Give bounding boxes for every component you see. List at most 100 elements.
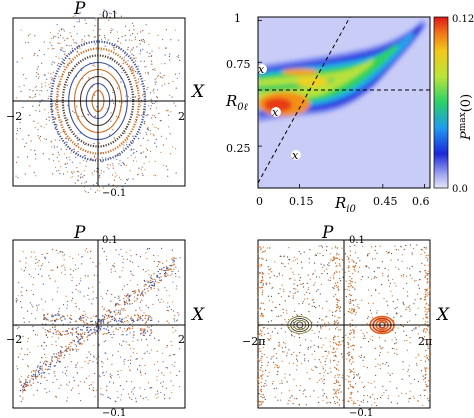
panel-c-scatter-point bbox=[26, 289, 28, 292]
panel-c-scatter-point bbox=[65, 345, 67, 348]
panel-c-scatter-point bbox=[41, 253, 43, 256]
panel-d-scatter-point bbox=[336, 265, 338, 267]
panel-d-scatter-point bbox=[362, 386, 365, 388]
panel-c-scatter-point bbox=[158, 277, 160, 279]
panel-a-scatter-point bbox=[28, 96, 30, 98]
panel-a-scatter-point bbox=[50, 77, 52, 79]
panel-a-scatter-point bbox=[112, 45, 114, 47]
panel-d-scatter-point bbox=[319, 276, 321, 278]
panel-c-scatter-point bbox=[81, 263, 83, 265]
panel-d-scatter-point bbox=[260, 395, 262, 398]
panel-a-scatter-point bbox=[142, 48, 144, 50]
panel-a-scatter-point bbox=[69, 32, 71, 34]
panel-c-scatter-point bbox=[32, 382, 35, 384]
panel-a-scatter-point bbox=[165, 110, 167, 112]
panel-a-scatter-point bbox=[100, 50, 102, 52]
panel-d-scatter-point bbox=[326, 246, 328, 248]
panel-d-scatter-point bbox=[360, 356, 362, 359]
panel-d-scatter-point bbox=[403, 330, 405, 332]
panel-c-scatter-point bbox=[81, 336, 83, 339]
panel-c-scatter-point bbox=[66, 383, 68, 385]
panel-c-scatter-point bbox=[170, 308, 172, 310]
panel-a-scatter-point bbox=[98, 176, 100, 178]
panel-c-scatter-point bbox=[87, 317, 89, 319]
panel-c-scatter-point bbox=[85, 377, 87, 379]
panel-d-scatter-point bbox=[261, 356, 263, 358]
panel-d-scatter-point bbox=[276, 315, 278, 317]
panel-c-scatter-point bbox=[157, 393, 159, 395]
panel-d-scatter-point bbox=[267, 338, 269, 340]
panel-c-ytick-bottom: −0.1 bbox=[102, 408, 126, 418]
panel-a-scatter-point bbox=[128, 29, 130, 31]
panel-d-scatter-point bbox=[395, 285, 397, 287]
panel-b-ytick-075: 0.75 bbox=[226, 58, 251, 71]
panel-d-scatter-point bbox=[307, 287, 309, 289]
panel-c-scatter-point bbox=[85, 248, 87, 250]
panel-d-scatter-point bbox=[403, 274, 405, 276]
panel-a-scatter-point bbox=[126, 179, 129, 181]
panel-c-scatter-point bbox=[110, 315, 112, 317]
panel-c-scatter-point bbox=[26, 310, 29, 312]
panel-c-scatter-point bbox=[146, 326, 148, 328]
panel-a-scatter-point bbox=[76, 33, 78, 35]
panel-d-scatter-point bbox=[318, 245, 320, 247]
panel-c-scatter-point bbox=[37, 365, 39, 367]
panel-c-scatter-point bbox=[31, 377, 33, 380]
panel-d-scatter-point bbox=[393, 316, 395, 318]
panel-a-scatter-point bbox=[132, 153, 134, 155]
panel-d-scatter-point bbox=[320, 327, 322, 329]
panel-c-scatter-point bbox=[127, 293, 129, 295]
panel-c-scatter-point bbox=[17, 356, 19, 358]
panel-d-scatter-point bbox=[387, 276, 389, 278]
panel-d-scatter-point bbox=[361, 299, 363, 301]
panel-c-scatter-point bbox=[75, 335, 78, 338]
panel-c-scatter-point bbox=[64, 373, 66, 375]
panel-a-scatter-point bbox=[100, 38, 103, 40]
panel-d-scatter-point bbox=[422, 404, 424, 406]
panel-d-scatter-point bbox=[357, 271, 359, 273]
panel-d-scatter-point bbox=[325, 350, 327, 352]
panel-c-scatter-point bbox=[59, 355, 61, 357]
panel-a-scatter-point bbox=[154, 142, 156, 144]
panel-c-scatter-point bbox=[114, 270, 116, 272]
panel-c-scatter-point bbox=[22, 387, 24, 389]
panel-a-scatter-point bbox=[119, 154, 121, 156]
panel-c-scatter-point bbox=[99, 330, 101, 332]
panel-a-scatter-point bbox=[66, 44, 68, 47]
panel-a-scatter-point bbox=[66, 37, 68, 39]
panel-c-scatter-point bbox=[173, 268, 175, 270]
panel-a-scatter-point bbox=[142, 94, 144, 96]
panel-a-scatter-point bbox=[100, 172, 102, 174]
panel-a-scatter-point bbox=[173, 102, 175, 104]
panel-d-scatter-point bbox=[402, 301, 404, 303]
panel-c-scatter-point bbox=[27, 366, 29, 368]
panel-a-scatter-point bbox=[98, 186, 100, 188]
panel-c-scatter-point bbox=[33, 251, 35, 253]
panel-a-scatter-point bbox=[56, 124, 58, 126]
panel-c-scatter-point bbox=[84, 331, 86, 334]
panel-d-scatter-point bbox=[323, 375, 325, 377]
panel-d-scatter-point bbox=[329, 359, 331, 361]
panel-a-scatter-point bbox=[115, 12, 117, 14]
panel-c-scatter-point bbox=[60, 346, 62, 348]
panel-c-scatter-point bbox=[172, 259, 174, 261]
panel-a-scatter-point bbox=[52, 61, 54, 63]
panel-d-scatter-point bbox=[350, 284, 352, 287]
panel-d-scatter-point bbox=[259, 257, 261, 259]
panel-c-scatter-point bbox=[42, 263, 44, 265]
panel-c-scatter-point bbox=[43, 256, 46, 258]
panel-a-scatter-point bbox=[154, 160, 156, 163]
panel-a-scatter-point bbox=[150, 60, 153, 62]
panel-c-scatter-point bbox=[77, 326, 79, 328]
panel-c-scatter-point bbox=[49, 331, 51, 333]
panel-d-scatter-point bbox=[395, 249, 397, 251]
panel-a-scatter-point bbox=[82, 176, 84, 178]
panel-d-scatter-point bbox=[280, 295, 282, 298]
panel-d-scatter-point bbox=[317, 321, 319, 323]
panel-c-scatter-point bbox=[177, 312, 179, 314]
panel-d-scatter-point bbox=[354, 244, 356, 246]
panel-c-scatter-point bbox=[53, 371, 55, 373]
panel-d-scatter-point bbox=[287, 403, 289, 405]
panel-d-scatter-point bbox=[284, 377, 286, 379]
panel-c-scatter-point bbox=[69, 256, 71, 258]
